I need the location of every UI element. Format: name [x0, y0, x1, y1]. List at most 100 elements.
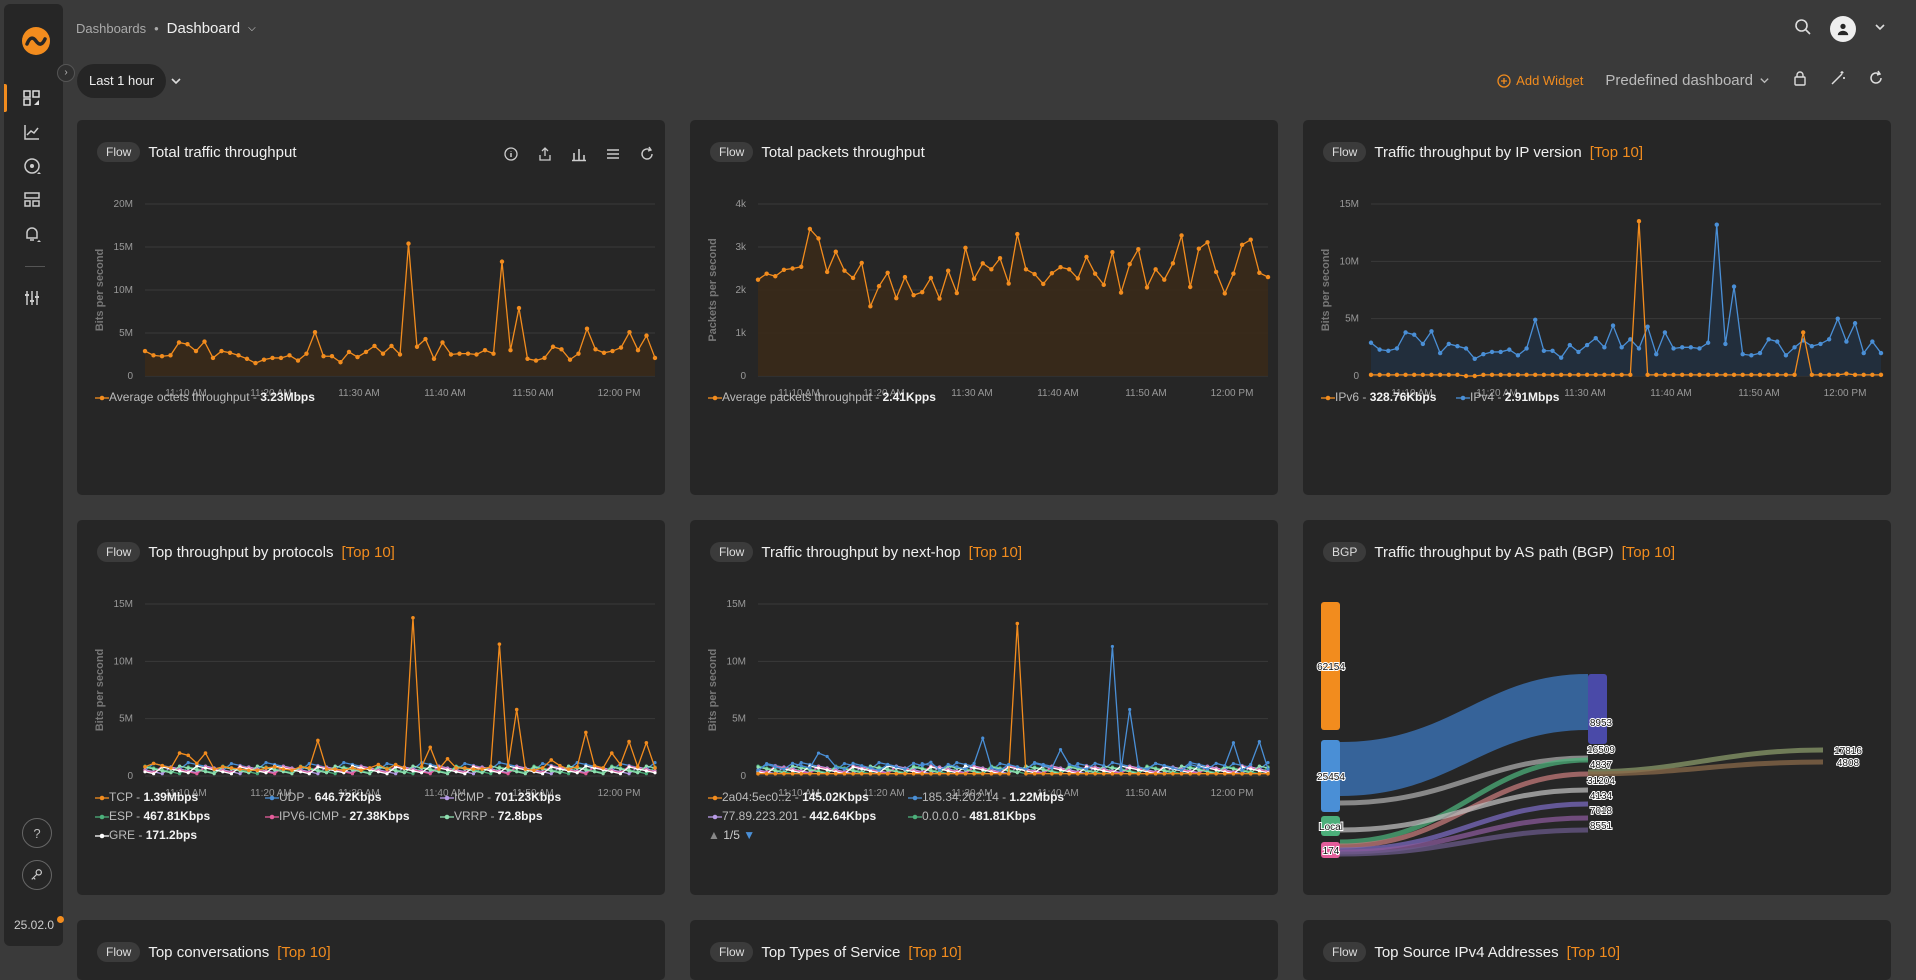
- data-point[interactable]: [1240, 771, 1244, 776]
- data-point[interactable]: [316, 738, 320, 743]
- data-point[interactable]: [781, 267, 787, 272]
- data-point[interactable]: [790, 266, 795, 271]
- data-point[interactable]: [1420, 372, 1426, 378]
- legend-item[interactable]: 2a04:5ec0::2 - 145.02Kbps: [708, 790, 869, 805]
- data-point[interactable]: [385, 767, 389, 771]
- data-point[interactable]: [523, 767, 528, 771]
- data-point[interactable]: [1205, 767, 1210, 771]
- data-point[interactable]: [1153, 771, 1158, 776]
- data-point[interactable]: [1058, 771, 1063, 776]
- data-point[interactable]: [497, 771, 502, 775]
- data-point[interactable]: [1033, 761, 1037, 765]
- data-point[interactable]: [911, 771, 916, 776]
- data-point[interactable]: [465, 351, 471, 356]
- data-point[interactable]: [1420, 341, 1426, 347]
- data-point[interactable]: [1179, 768, 1184, 772]
- data-point[interactable]: [1584, 342, 1590, 348]
- data-point[interactable]: [773, 771, 778, 776]
- data-point[interactable]: [1654, 352, 1659, 357]
- data-point[interactable]: [980, 261, 985, 266]
- data-point[interactable]: [790, 771, 795, 776]
- data-point[interactable]: [1394, 346, 1400, 351]
- data-point[interactable]: [1878, 350, 1884, 356]
- data-point[interactable]: [1429, 329, 1434, 334]
- data-point[interactable]: [342, 761, 346, 765]
- data-point[interactable]: [885, 771, 890, 776]
- data-point[interactable]: [457, 351, 462, 356]
- data-point[interactable]: [1154, 761, 1158, 765]
- data-point[interactable]: [980, 771, 985, 776]
- sankey-node[interactable]: [1588, 674, 1607, 744]
- data-point[interactable]: [406, 241, 411, 246]
- data-point[interactable]: [342, 771, 346, 775]
- data-point[interactable]: [1567, 342, 1573, 348]
- user-menu-chevron-icon[interactable]: [1874, 20, 1886, 38]
- data-point[interactable]: [652, 355, 658, 361]
- data-point[interactable]: [592, 770, 597, 774]
- data-point[interactable]: [210, 355, 216, 361]
- legend-item[interactable]: IPv4 - 2.91Mbps: [1456, 390, 1559, 405]
- data-point[interactable]: [575, 771, 579, 775]
- data-point[interactable]: [491, 351, 496, 356]
- breadcrumb-current[interactable]: Dashboard: [166, 20, 241, 37]
- data-point[interactable]: [290, 772, 294, 776]
- data-point[interactable]: [253, 360, 258, 366]
- data-point[interactable]: [1809, 343, 1815, 349]
- data-point[interactable]: [1835, 372, 1840, 378]
- data-point[interactable]: [1102, 769, 1106, 773]
- data-point[interactable]: [152, 767, 156, 771]
- data-point[interactable]: [195, 764, 199, 768]
- data-point[interactable]: [1266, 771, 1270, 776]
- data-point[interactable]: [825, 754, 829, 759]
- legend-item[interactable]: ESP - 467.81Kbps: [95, 809, 210, 824]
- data-point[interactable]: [790, 764, 795, 768]
- data-point[interactable]: [411, 764, 415, 768]
- data-point[interactable]: [1844, 371, 1849, 376]
- data-point[interactable]: [203, 770, 208, 774]
- data-point[interactable]: [1412, 372, 1417, 378]
- data-point[interactable]: [177, 751, 182, 755]
- data-point[interactable]: [168, 353, 173, 358]
- data-point[interactable]: [1007, 762, 1011, 767]
- data-point[interactable]: [1697, 346, 1702, 351]
- data-point[interactable]: [566, 767, 571, 771]
- data-point[interactable]: [397, 352, 403, 357]
- data-point[interactable]: [203, 751, 208, 755]
- data-point[interactable]: [1524, 372, 1529, 378]
- data-point[interactable]: [1809, 372, 1815, 378]
- data-point[interactable]: [1162, 764, 1166, 768]
- data-point[interactable]: [1231, 271, 1236, 276]
- data-point[interactable]: [773, 765, 777, 769]
- data-point[interactable]: [989, 771, 994, 776]
- data-point[interactable]: [440, 340, 445, 345]
- data-point[interactable]: [1775, 339, 1780, 344]
- data-point[interactable]: [1145, 771, 1149, 776]
- data-point[interactable]: [497, 642, 502, 646]
- data-point[interactable]: [1136, 768, 1140, 772]
- sankey-node[interactable]: [1321, 842, 1340, 858]
- data-point[interactable]: [273, 768, 277, 772]
- data-point[interactable]: [963, 771, 968, 776]
- data-point[interactable]: [1368, 340, 1374, 345]
- data-point[interactable]: [389, 343, 394, 349]
- data-point[interactable]: [1852, 321, 1858, 326]
- data-point[interactable]: [264, 771, 268, 775]
- data-point[interactable]: [273, 772, 277, 776]
- data-point[interactable]: [859, 260, 864, 266]
- data-point[interactable]: [1197, 771, 1201, 776]
- data-point[interactable]: [1239, 242, 1245, 248]
- data-point[interactable]: [1731, 372, 1737, 378]
- data-point[interactable]: [566, 772, 571, 776]
- data-point[interactable]: [1688, 372, 1694, 378]
- data-point[interactable]: [411, 615, 415, 620]
- data-point[interactable]: [549, 758, 554, 762]
- data-point[interactable]: [1757, 372, 1763, 378]
- data-point[interactable]: [195, 772, 199, 776]
- data-point[interactable]: [229, 761, 234, 766]
- data-point[interactable]: [816, 766, 821, 770]
- data-point[interactable]: [1058, 265, 1063, 270]
- data-point[interactable]: [1084, 254, 1089, 260]
- pager-prev-icon[interactable]: ▲: [708, 828, 724, 842]
- data-point[interactable]: [247, 771, 251, 775]
- data-point[interactable]: [160, 769, 164, 773]
